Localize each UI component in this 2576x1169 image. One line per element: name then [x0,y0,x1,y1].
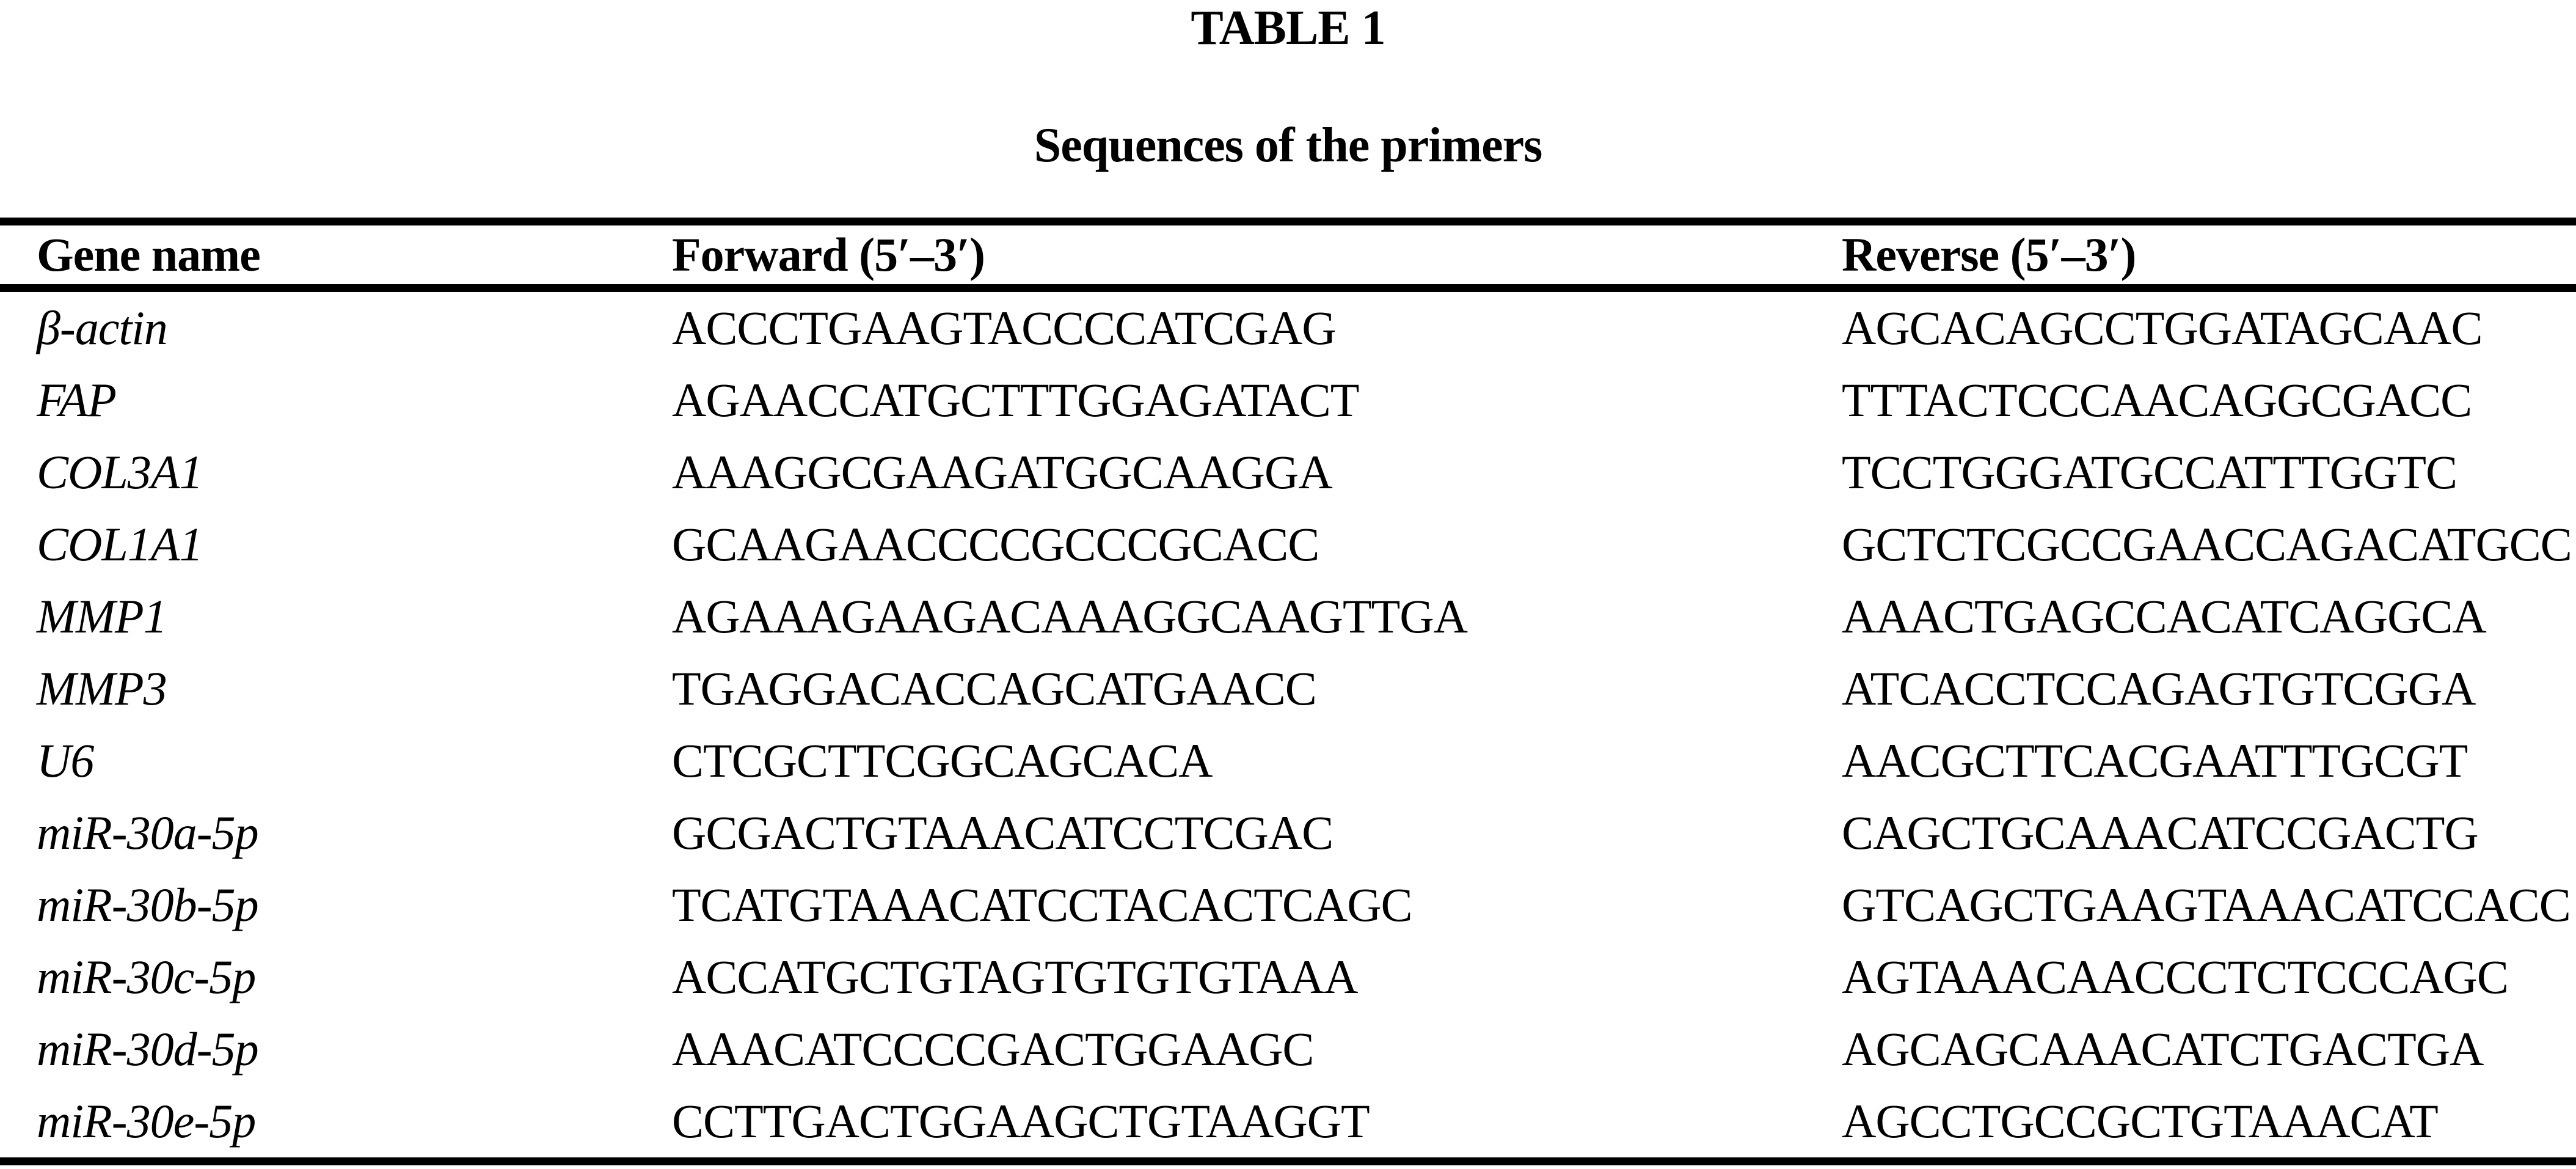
forward-sequence-cell: AAACATCCCCGACTGGAAGC [672,1022,1314,1076]
forward-sequence-cell: AGAACCATGCTTTGGAGATACT [672,373,1359,427]
reverse-sequence-cell: CAGCTGCAAACATCCGACTG [1842,806,2479,859]
gene-name-cell: U6 [37,734,94,787]
forward-sequence-cell: CCTTGACTGGAAGCTGTAAGGT [672,1094,1370,1148]
forward-sequence-cell: TGAGGACACCAGCATGAACC [672,662,1317,715]
gene-name-cell: COL1A1 [37,518,203,571]
table-row: COL1A1 GCAAGAACCCCGCCCGCACC GCTCTCGCCGAACC… [0,508,2576,581]
gene-name-cell: miR-30d-5p [37,1022,259,1076]
table-row: U6 CTCGCTTCGGCAGCACA AACGCTTCACGAATTTGCGT [0,725,2576,797]
reverse-sequence-cell: TTTACTCCCAACAGGCGACC [1842,373,2472,427]
reverse-sequence-cell: AAACTGAGCCACATCAGGCA [1842,590,2487,643]
reverse-sequence-cell: GTCAGCTGAAGTAAACATCCACC [1842,878,2571,931]
table-row: COL3A1 AAAGGCGAAGATGGCAAGGA TCCTGGGATGCCAT… [0,436,2576,508]
table-title: TABLE 1 [1191,1,1385,55]
gene-name-cell: FAP [37,373,117,427]
forward-sequence-cell: AGAAAGAAGACAAAGGCAAGTTGA [672,590,1468,643]
forward-sequence-cell: AAAGGCGAAGATGGCAAGGA [672,445,1333,499]
forward-sequence-cell: TCATGTAAACATCCTACACTCAGC [672,878,1413,931]
gene-name-cell: MMP1 [37,590,167,643]
reverse-sequence-cell: AGCCTGCCGCTGTAAACAT [1842,1094,2439,1148]
table-subtitle: Sequences of the primers [1034,119,1542,172]
reverse-sequence-cell: ATCACCTCCAGAGTGTCGGA [1842,662,2476,715]
column-header-forward: Forward (5′–3′) [672,228,985,281]
reverse-sequence-cell: AGTAAACAACCCTCTCCCAGC [1842,950,2509,1003]
reverse-sequence-cell: AGCACAGCCTGGATAGCAAC [1842,301,2483,354]
table-row: FAP AGAACCATGCTTTGGAGATACT TTTACTCCCAACAGG… [0,364,2576,436]
gene-name-cell: miR-30b-5p [37,878,259,931]
table-header-row: Gene name Forward (5′–3′) Reverse (5′–3′… [0,225,2576,292]
forward-sequence-cell: GCAAGAACCCCGCCCGCACC [672,518,1319,571]
gene-name-cell: miR-30a-5p [37,806,259,859]
forward-sequence-cell: GCGACTGTAAACATCCTCGAC [672,806,1334,859]
table-row: miR-30a-5p GCGACTGTAAACATCCTCGAC CAGCTGCAA… [0,797,2576,869]
reverse-sequence-cell: GCTCTCGCCGAACCAGACATGCC [1842,518,2572,571]
table-row: miR-30c-5p ACCATGCTGTAGTGTGTGTAAA AGTAAACA… [0,941,2576,1013]
gene-name-cell: COL3A1 [37,445,203,499]
primer-table: Gene name Forward (5′–3′) Reverse (5′–3′… [0,218,2576,1165]
column-header-gene-name: Gene name [37,228,261,281]
table-row: miR-30d-5p AAACATCCCCGACTGGAAGC AGCAGCAAAC… [0,1013,2576,1085]
reverse-sequence-cell: AGCAGCAAACATCTGACTGA [1842,1022,2484,1076]
table-body: β-actin ACCCTGAAGTACCCCATCGAG AGCACAGCCTGG… [0,292,2576,1157]
gene-name-cell: miR-30c-5p [37,950,256,1003]
table-row: β-actin ACCCTGAAGTACCCCATCGAG AGCACAGCCTGG… [0,292,2576,364]
table-row: MMP3 TGAGGACACCAGCATGAACC ATCACCTCCAGAGTGT… [0,653,2576,725]
gene-name-cell: MMP3 [37,662,167,715]
forward-sequence-cell: ACCATGCTGTAGTGTGTGTAAA [672,950,1358,1003]
gene-name-cell: miR-30e-5p [37,1094,256,1148]
table-row: miR-30b-5p TCATGTAAACATCCTACACTCAGC GTCAGC… [0,869,2576,941]
reverse-sequence-cell: AACGCTTCACGAATTTGCGT [1842,734,2468,787]
reverse-sequence-cell: TCCTGGGATGCCATTTGGTC [1842,445,2457,499]
column-header-reverse: Reverse (5′–3′) [1842,228,2137,281]
forward-sequence-cell: CTCGCTTCGGCAGCACA [672,734,1213,787]
gene-name-cell: β-actin [37,301,168,354]
table-row: miR-30e-5p CCTTGACTGGAAGCTGTAAGGT AGCCTGCC… [0,1085,2576,1157]
table-row: MMP1 AGAAAGAAGACAAAGGCAAGTTGA AAACTGAGCCAC… [0,581,2576,653]
forward-sequence-cell: ACCCTGAAGTACCCCATCGAG [672,301,1337,354]
